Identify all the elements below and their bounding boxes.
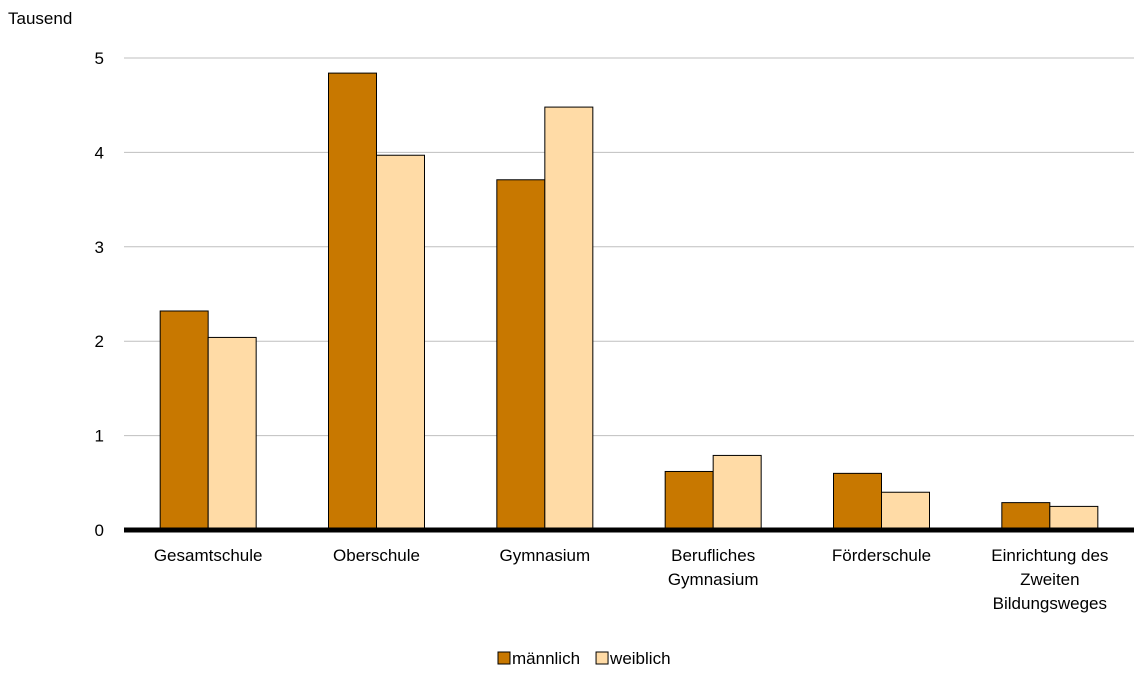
legend: männlich weiblich — [497, 649, 671, 668]
x-tick-label: Gesamtschule — [154, 546, 263, 565]
x-tick-label-line: Gymnasium — [668, 570, 759, 589]
legend-label: männlich — [512, 649, 580, 668]
x-tick-label-line: Gesamtschule — [154, 546, 263, 565]
bar-weiblich-5 — [1049, 505, 1099, 531]
bars — [159, 72, 1099, 531]
x-tick-label: Oberschule — [333, 546, 420, 565]
bar-männlich-3 — [664, 470, 714, 531]
bar-weiblich-4 — [881, 491, 930, 531]
y-tick-label: 2 — [95, 332, 104, 351]
x-tick-label: Berufliches Gymnasium — [668, 546, 759, 589]
x-tick-label: Einrichtung des Zweiten Bildungsweges — [991, 546, 1108, 613]
bar-weiblich-0 — [207, 336, 257, 531]
x-tick-label: Gymnasium — [499, 546, 590, 565]
x-tick-labels: Gesamtschule Oberschule Gymnasium Beruflich… — [154, 546, 1109, 613]
x-tick-label-line: Bildungsweges — [993, 594, 1107, 613]
legend-swatch-männlich — [497, 651, 511, 665]
bar-männlich-0 — [159, 310, 209, 531]
y-tick-label: 3 — [95, 238, 104, 257]
bar-männlich-1 — [328, 72, 377, 531]
x-tick-label-line: Oberschule — [333, 546, 420, 565]
y-tick-labels: 0 1 2 3 4 5 — [95, 49, 104, 540]
gridlines — [124, 57, 1134, 437]
bar-männlich-5 — [1001, 502, 1051, 531]
y-tick-label: 1 — [95, 427, 104, 446]
legend-swatch-weiblich — [595, 651, 609, 665]
y-tick-label: 4 — [95, 143, 104, 162]
bar-weiblich-2 — [544, 106, 594, 531]
x-tick-label-line: Einrichtung des — [991, 546, 1108, 565]
x-tick-label-line: Gymnasium — [499, 546, 590, 565]
legend-label: weiblich — [609, 649, 670, 668]
bar-weiblich-3 — [712, 454, 762, 531]
y-axis-unit-label: Tausend — [8, 9, 72, 28]
y-tick-label: 0 — [95, 521, 104, 540]
y-tick-label: 5 — [95, 49, 104, 68]
bar-männlich-4 — [833, 472, 882, 531]
bar-weiblich-1 — [376, 154, 425, 531]
x-tick-label: Förderschule — [832, 546, 931, 565]
x-tick-label-line: Berufliches — [671, 546, 755, 565]
x-tick-label-line: Zweiten — [1020, 570, 1080, 589]
x-tick-label-line: Förderschule — [832, 546, 931, 565]
bar-männlich-2 — [496, 179, 546, 531]
